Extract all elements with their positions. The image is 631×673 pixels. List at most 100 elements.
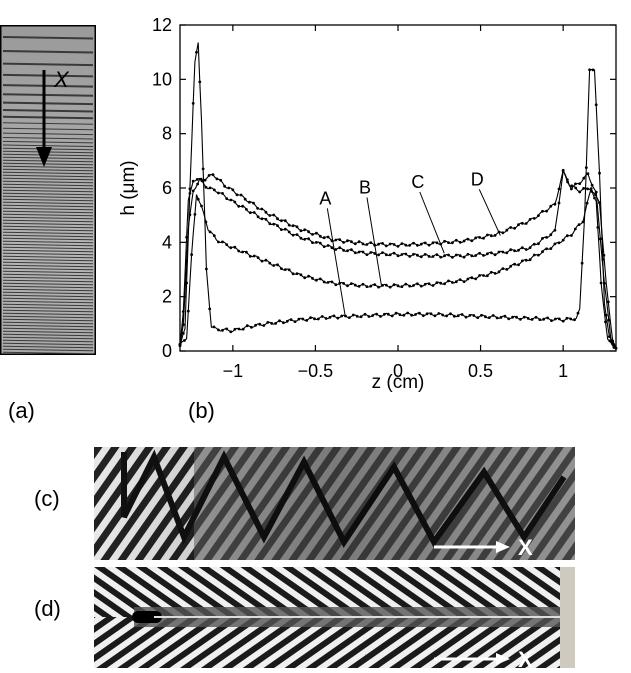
fringe-line xyxy=(2,255,94,259)
data-point xyxy=(237,204,241,208)
data-point xyxy=(227,186,231,190)
fringe-line xyxy=(2,297,94,301)
data-point xyxy=(346,284,349,288)
data-point xyxy=(342,282,345,285)
data-point xyxy=(431,284,435,287)
data-point xyxy=(570,184,574,188)
fringe-line xyxy=(2,115,94,120)
fringe-line xyxy=(2,327,94,331)
fringe-line xyxy=(2,348,94,352)
data-point xyxy=(237,249,241,253)
data-point xyxy=(574,186,578,190)
fringe-line xyxy=(2,252,94,256)
data-point xyxy=(489,270,493,274)
fringe-line xyxy=(2,306,94,310)
data-point xyxy=(593,196,596,200)
data-point xyxy=(410,313,413,317)
fringe-line xyxy=(2,243,94,247)
data-point xyxy=(439,255,443,259)
data-point xyxy=(373,283,377,286)
fringe-line xyxy=(2,330,94,334)
data-point xyxy=(602,253,606,257)
data-point xyxy=(223,184,226,188)
data-point xyxy=(262,324,266,327)
data-point xyxy=(565,316,569,320)
data-point xyxy=(350,240,353,244)
data-point xyxy=(408,255,412,258)
data-point xyxy=(375,312,378,316)
data-point xyxy=(545,236,548,239)
series-annotation: D xyxy=(471,169,484,189)
data-point xyxy=(315,241,318,244)
data-point xyxy=(272,213,276,217)
fringe-line xyxy=(2,309,94,313)
data-point xyxy=(478,251,481,255)
data-point xyxy=(181,332,185,335)
fringe-line xyxy=(2,183,94,187)
fringe-line xyxy=(2,192,94,196)
fringe-line xyxy=(2,279,94,283)
series-B xyxy=(178,186,617,349)
data-point xyxy=(241,250,245,254)
fringe-line xyxy=(2,315,94,319)
y-axis-label: h (μm) xyxy=(118,160,139,215)
data-point xyxy=(614,346,618,350)
data-point xyxy=(443,282,446,286)
data-point xyxy=(501,267,505,270)
data-point xyxy=(369,284,373,288)
photo-c-image: X xyxy=(94,447,575,560)
data-point xyxy=(365,285,369,288)
data-point xyxy=(303,237,307,241)
data-point xyxy=(474,277,478,281)
data-point xyxy=(276,217,279,221)
data-point xyxy=(233,245,237,249)
data-point xyxy=(388,242,392,246)
fringe-line xyxy=(2,159,94,163)
fringe-line xyxy=(2,171,94,175)
data-point xyxy=(229,246,233,250)
arrow-d-head xyxy=(496,653,510,665)
data-point xyxy=(280,228,283,232)
data-point xyxy=(546,316,549,320)
data-point xyxy=(486,252,489,256)
data-point xyxy=(501,250,505,254)
data-point xyxy=(252,201,255,205)
data-point xyxy=(248,211,252,215)
data-point xyxy=(454,280,458,284)
arrow-c-head xyxy=(496,541,510,553)
fringe-line xyxy=(2,210,94,214)
data-point xyxy=(359,315,363,319)
chart-frame xyxy=(179,24,617,352)
fringe-line xyxy=(2,270,94,274)
data-point xyxy=(451,281,454,284)
data-point xyxy=(260,207,264,211)
data-point xyxy=(594,190,598,194)
data-point xyxy=(591,68,595,72)
data-point xyxy=(392,243,396,246)
data-point xyxy=(203,178,207,182)
data-point xyxy=(458,278,462,281)
data-point xyxy=(353,251,357,255)
data-point xyxy=(208,230,212,234)
data-point xyxy=(225,243,229,247)
data-point xyxy=(435,241,439,245)
data-point xyxy=(439,281,443,285)
data-point xyxy=(287,230,291,234)
data-point xyxy=(462,239,466,243)
data-point xyxy=(311,277,314,280)
data-point xyxy=(311,233,314,236)
data-point xyxy=(431,255,435,258)
data-point xyxy=(499,316,503,319)
data-point xyxy=(260,217,264,221)
data-point xyxy=(268,222,272,226)
data-point xyxy=(303,276,307,280)
data-point xyxy=(402,313,406,317)
fringe-line xyxy=(2,127,94,131)
photo-d: X xyxy=(94,567,575,672)
data-point xyxy=(419,255,423,259)
data-point xyxy=(491,314,495,317)
data-point xyxy=(400,242,404,246)
data-point xyxy=(596,226,600,229)
data-point xyxy=(268,261,272,265)
data-point xyxy=(313,317,316,321)
